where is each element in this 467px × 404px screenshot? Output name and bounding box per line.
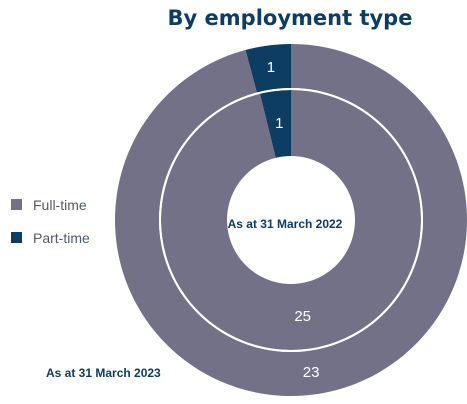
outer-ring-caption: As at 31 March 2023: [46, 366, 161, 380]
ring-divider: [159, 88, 423, 352]
slice-outer-part-time: [245, 44, 291, 93]
chart-value-labels: 1 23 1 25: [267, 59, 320, 381]
chart-legend: Full-time Part-time: [11, 196, 90, 262]
slice-inner-full-time: [160, 90, 421, 350]
legend-label-part-time: Part-time: [33, 229, 90, 246]
legend-item-part-time: Part-time: [11, 229, 90, 246]
value-label-outer-part-time: 1: [267, 59, 275, 76]
value-label-outer-full-time: 23: [303, 364, 320, 381]
slice-inner-part-time: [259, 90, 291, 158]
chart-title: By employment type: [167, 6, 413, 30]
value-label-inner-part-time: 1: [275, 115, 283, 132]
chart-slices: [114, 44, 467, 396]
legend-swatch-part-time: [11, 232, 22, 243]
value-label-inner-full-time: 25: [294, 308, 311, 325]
legend-label-full-time: Full-time: [33, 196, 87, 213]
inner-ring-caption: As at 31 March 2022: [228, 217, 343, 231]
legend-swatch-full-time: [11, 199, 22, 210]
legend-item-full-time: Full-time: [11, 196, 90, 213]
